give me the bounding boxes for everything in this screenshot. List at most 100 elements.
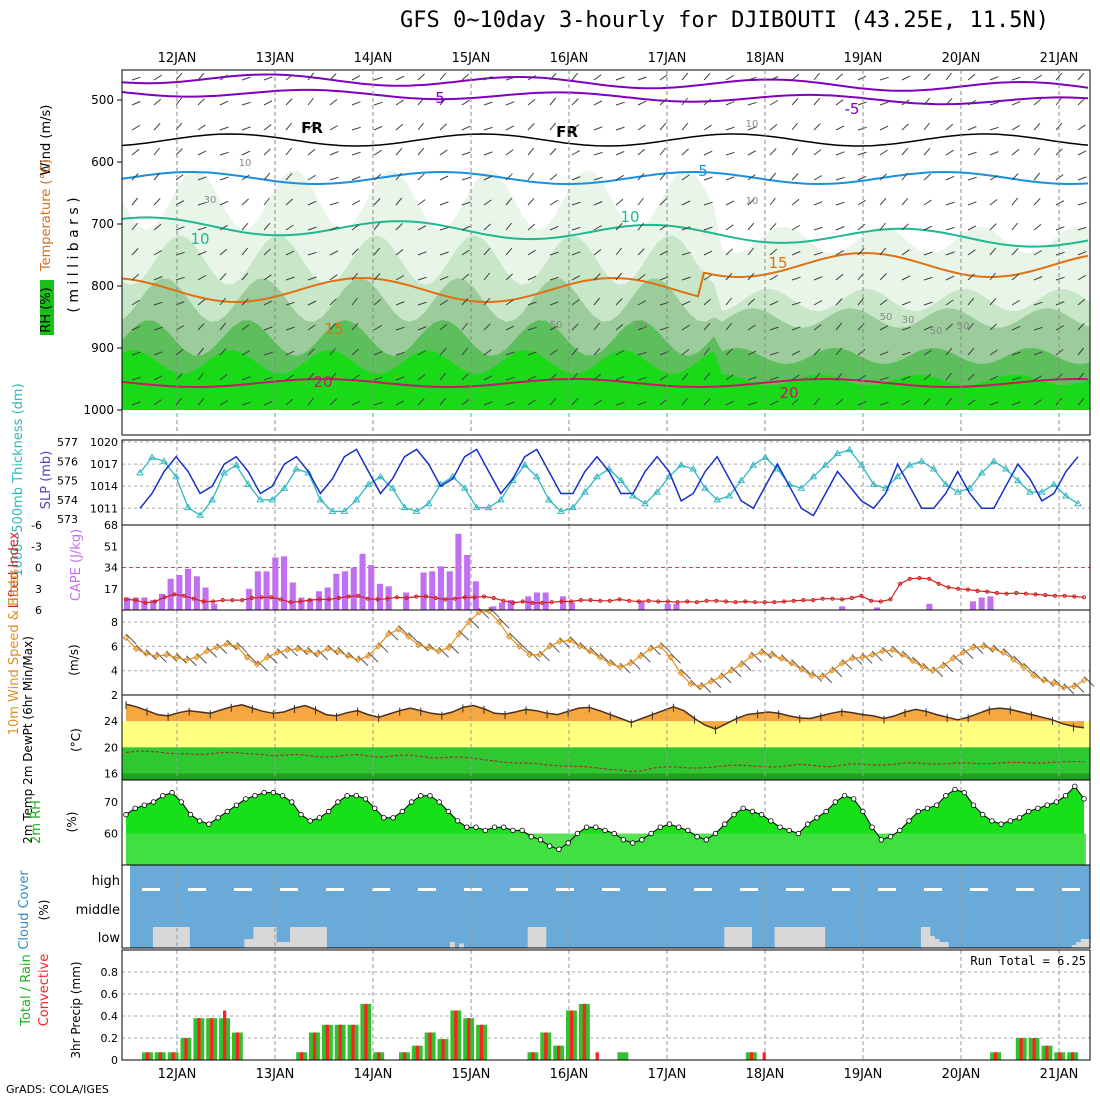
rh2m-point bbox=[381, 815, 387, 821]
wind-barb bbox=[285, 250, 295, 256]
wind-barb bbox=[461, 99, 470, 106]
wind-barb bbox=[329, 250, 339, 256]
cloud-low-bar bbox=[450, 942, 455, 948]
lifted-index-point bbox=[907, 576, 912, 581]
wind-speed-point bbox=[727, 667, 735, 674]
wind-barb bbox=[219, 297, 226, 306]
wind-barb bbox=[879, 125, 889, 131]
wind-barb bbox=[747, 150, 757, 156]
wind-barb bbox=[747, 350, 757, 356]
wind-barb bbox=[571, 275, 581, 281]
wind-barb bbox=[417, 199, 426, 206]
lifted-index-point bbox=[481, 594, 487, 599]
wind-barb bbox=[901, 376, 911, 381]
wind-barb bbox=[835, 201, 845, 206]
wind-barb bbox=[861, 653, 873, 664]
cape-bar bbox=[987, 596, 994, 611]
lifted-index-point bbox=[501, 598, 506, 603]
wind-barb bbox=[637, 100, 647, 106]
wind-barb bbox=[175, 276, 185, 281]
thickness-point bbox=[581, 488, 589, 495]
wind-barb bbox=[125, 633, 137, 645]
wind-speed-point bbox=[889, 646, 896, 654]
cloud-low-bar bbox=[299, 927, 304, 948]
precip-panel: 0.8 0.6 0.4 0.2 0 Run Total = 6.25 Total / Rai… bbox=[19, 949, 1091, 1067]
wind-speed-point bbox=[435, 648, 442, 655]
wind-barb bbox=[989, 101, 999, 106]
wind-barb bbox=[835, 226, 845, 231]
wind-barb bbox=[923, 73, 931, 81]
wind-barb bbox=[285, 326, 295, 331]
contour-label: 10 bbox=[746, 119, 759, 130]
cloud-high-bar bbox=[832, 888, 850, 891]
wind-barb bbox=[615, 223, 623, 231]
wind-barb bbox=[549, 225, 559, 231]
wind-barb bbox=[791, 276, 801, 281]
wind-barb bbox=[439, 123, 447, 131]
wind-speed-point bbox=[657, 643, 664, 650]
wind-barb bbox=[483, 101, 493, 106]
wind-barb bbox=[945, 123, 954, 131]
wind-barb bbox=[307, 174, 316, 181]
wind-barb bbox=[131, 273, 140, 281]
wind-barb bbox=[373, 222, 381, 231]
wind-barb bbox=[1011, 351, 1021, 356]
wind-barb bbox=[373, 101, 383, 106]
wind-barb bbox=[307, 397, 314, 406]
wind-barb bbox=[527, 223, 536, 231]
wind-barb bbox=[725, 374, 734, 381]
wind-barb bbox=[681, 348, 690, 356]
wind-barb bbox=[703, 150, 713, 156]
wind-speed-point bbox=[758, 649, 765, 656]
wind-barb bbox=[527, 301, 537, 306]
wind-barb bbox=[317, 649, 328, 661]
wind-barb bbox=[1002, 648, 1014, 659]
lifted-index-point bbox=[927, 576, 932, 581]
panel-frame bbox=[121, 69, 1091, 436]
wind-barb bbox=[197, 150, 207, 156]
wind-barb bbox=[351, 400, 361, 406]
wind-speed-point bbox=[1030, 672, 1037, 679]
wind-barb bbox=[703, 298, 712, 306]
wind-barb bbox=[703, 274, 712, 281]
wind-barb bbox=[417, 350, 427, 356]
wind-barb bbox=[439, 175, 449, 181]
li-tick-label: -6 bbox=[31, 519, 42, 532]
cloud-high-bar bbox=[464, 888, 482, 891]
cloud-high-bar bbox=[694, 888, 712, 891]
wind-barb bbox=[131, 124, 141, 131]
wind-barb bbox=[329, 99, 338, 106]
wind-barb bbox=[219, 200, 229, 206]
contour-label: 50 bbox=[957, 321, 970, 332]
lifted-index-point bbox=[530, 600, 535, 606]
wind-barb bbox=[197, 398, 205, 406]
isotherm-15-line bbox=[121, 251, 1089, 304]
wind-speed-point bbox=[274, 649, 281, 656]
rh2m-point bbox=[187, 811, 194, 818]
contour-label: 50 bbox=[880, 312, 893, 323]
wind-barb bbox=[813, 300, 823, 306]
cape-bar bbox=[167, 578, 174, 611]
wind-barb bbox=[879, 197, 887, 206]
wind-barb bbox=[461, 125, 471, 131]
wind-barb bbox=[637, 124, 646, 131]
cloud-unit-label: (%) bbox=[37, 900, 51, 921]
wind-barb bbox=[703, 398, 711, 406]
lifted-index-point bbox=[249, 595, 254, 601]
p-tick-label: 1000 bbox=[83, 403, 114, 417]
lifted-index-point bbox=[443, 597, 448, 602]
wind-barb bbox=[901, 172, 908, 181]
wind-speed-point bbox=[687, 680, 694, 688]
rh2m-point bbox=[307, 818, 313, 824]
wind-barb bbox=[439, 299, 448, 306]
wind-barb bbox=[505, 325, 515, 331]
wind-barb bbox=[769, 172, 777, 181]
wind-barb bbox=[681, 200, 691, 206]
wind-barb bbox=[1073, 682, 1085, 693]
cloud-panel-frame bbox=[121, 864, 1091, 949]
wind-barb bbox=[263, 197, 270, 206]
cloud-low-bar bbox=[532, 927, 538, 948]
wind-barb bbox=[417, 147, 425, 156]
wind-barb bbox=[747, 101, 757, 106]
wind-barb bbox=[549, 122, 557, 131]
